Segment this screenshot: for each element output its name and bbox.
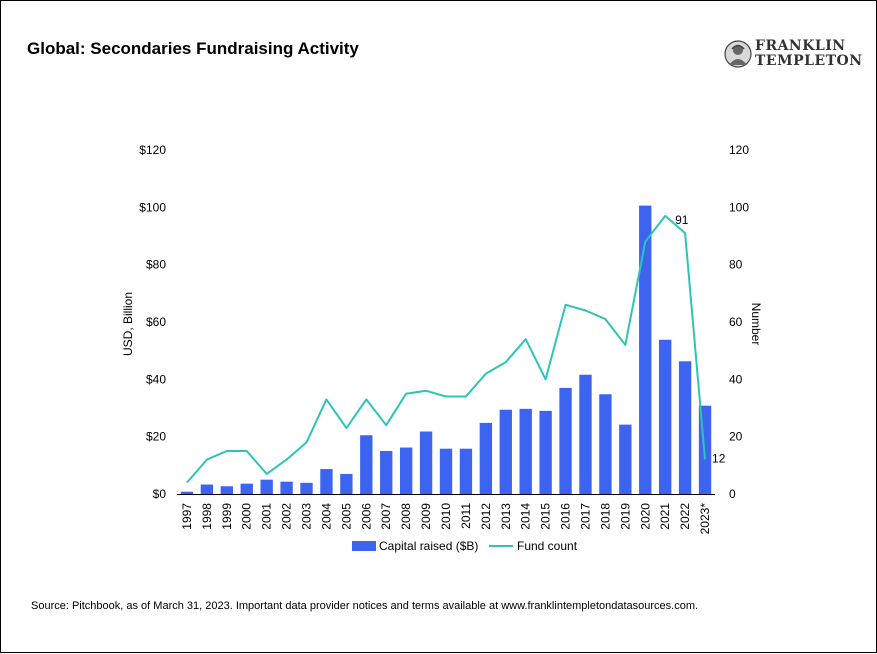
legend-line-label: Fund count (517, 539, 578, 553)
capital-bar (360, 435, 372, 494)
y-right-tick-label: 120 (729, 143, 749, 157)
capital-bar (639, 206, 651, 494)
capital-bar (340, 474, 352, 494)
y-right-tick-label: 20 (729, 430, 743, 444)
x-tick-label: 2019 (618, 503, 632, 530)
x-tick-label: 1997 (180, 503, 194, 530)
x-tick-label: 2001 (260, 503, 274, 530)
x-tick-label: 2005 (339, 503, 353, 530)
x-tick-label: 2004 (319, 503, 333, 530)
capital-bar (500, 410, 512, 494)
capital-bar (260, 480, 272, 494)
y-left-tick-label: $100 (139, 200, 166, 214)
capital-bar (659, 340, 671, 494)
x-tick-label: 2012 (479, 503, 493, 530)
capital-bar (320, 469, 332, 494)
x-tick-label: 2017 (578, 503, 592, 530)
y-left-tick-label: $40 (146, 372, 166, 386)
x-tick-label: 2010 (439, 503, 453, 530)
capital-bar (480, 423, 492, 494)
capital-bar (181, 492, 193, 494)
capital-bar (460, 449, 472, 494)
capital-bar (599, 394, 611, 494)
y-right-tick-label: 0 (729, 487, 736, 501)
capital-bar (201, 485, 213, 494)
x-tick-label: 2013 (499, 503, 513, 530)
capital-bar (380, 451, 392, 494)
capital-bar (559, 388, 571, 494)
x-tick-label: 2014 (519, 503, 533, 530)
x-tick-label: 2022 (678, 503, 692, 530)
capital-bar (280, 482, 292, 494)
capital-bar (400, 448, 412, 494)
y-axis-right-label: Number (749, 303, 763, 346)
x-tick-label: 2009 (419, 503, 433, 530)
right-axis-ticks: 0 20 40 60 80 100 120 (729, 143, 749, 501)
x-tick-label: 2007 (379, 503, 393, 530)
source-note: Source: Pitchbook, as of March 31, 2023.… (31, 600, 698, 612)
y-right-tick-label: 80 (729, 258, 743, 272)
x-tick-label: 2003 (300, 503, 314, 530)
capital-bar (300, 483, 312, 494)
x-tick-label: 1999 (220, 503, 234, 530)
capital-raised-bars (181, 206, 711, 494)
x-tick-label: 2021 (658, 503, 672, 530)
y-left-tick-label: $60 (146, 315, 166, 329)
y-left-tick-label: $120 (139, 143, 166, 157)
legend-bar-swatch (352, 541, 376, 551)
capital-bar (221, 486, 233, 494)
capital-bar (440, 449, 452, 494)
x-axis-ticks: 1997 1998 1999 2000 2001 2002 2003 2004 2005 2006… (180, 503, 712, 535)
x-tick-label: 2016 (559, 503, 573, 530)
legend: Capital raised ($B) Fund count (352, 539, 578, 553)
left-axis-ticks: $0 $20 $40 $60 $80 $100 $120 (139, 143, 166, 501)
x-tick-label: 2011 (459, 503, 473, 529)
y-left-tick-label: $80 (146, 258, 166, 272)
x-tick-label: 2008 (399, 503, 413, 530)
y-right-tick-label: 40 (729, 372, 743, 386)
capital-bar (619, 425, 631, 494)
x-tick-label: 2000 (240, 503, 254, 530)
y-axis-left-label: USD, Billion (121, 292, 135, 356)
data-label: 12 (712, 452, 726, 466)
capital-bar (679, 361, 691, 494)
x-tick-label: 2023* (698, 503, 712, 535)
y-right-tick-label: 60 (729, 315, 743, 329)
x-tick-label: 2018 (598, 503, 612, 530)
capital-bar (520, 409, 532, 494)
y-left-tick-label: $0 (153, 487, 167, 501)
y-left-tick-label: $20 (146, 430, 166, 444)
x-tick-label: 2020 (638, 503, 652, 530)
x-tick-label: 2006 (359, 503, 373, 530)
data-label: 91 (675, 213, 689, 227)
capital-bar (420, 432, 432, 494)
capital-bar (241, 484, 253, 494)
legend-bar-label: Capital raised ($B) (379, 539, 478, 553)
capital-bar (579, 375, 591, 494)
y-right-tick-label: 100 (729, 200, 749, 214)
x-tick-label: 2002 (280, 503, 294, 530)
capital-bar (539, 411, 551, 494)
x-tick-label: 2015 (539, 503, 553, 530)
x-tick-label: 1998 (200, 503, 214, 530)
